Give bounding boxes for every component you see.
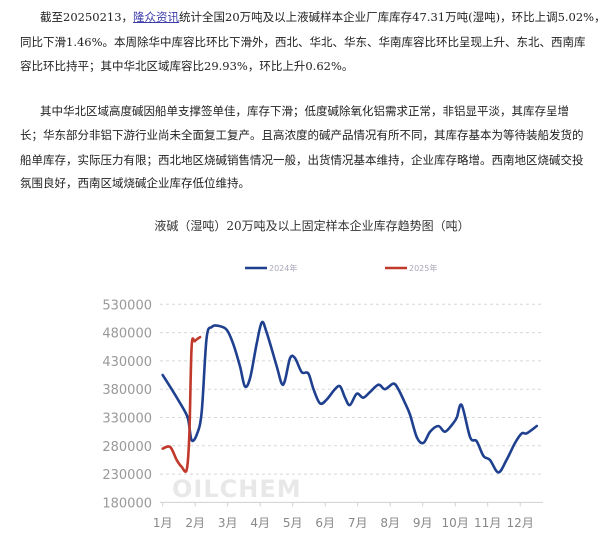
x-tick-label: 10月 bbox=[442, 516, 469, 530]
legend-label: 2025年 bbox=[409, 263, 437, 273]
text: 截至20250213， bbox=[40, 10, 134, 24]
text: 统计全国20万吨及以上液碱样本企业厂库库存47.31万吨(湿吨)，环比上调5.0… bbox=[179, 10, 600, 24]
x-tick-label: 8月 bbox=[380, 516, 400, 530]
y-tick-label: 530000 bbox=[102, 298, 152, 313]
x-tick-label: 2月 bbox=[185, 516, 205, 530]
article-line: 船单库存，实际压力有限；西北地区烧碱销售情况一般，出货情况基本维持，企业库存略增… bbox=[20, 153, 584, 167]
article-line: 截至20250213，隆众资讯统计全国20万吨及以上液碱样本企业厂库库存47.3… bbox=[40, 10, 600, 25]
article-line: 长；华东部分非铝下游行业尚未全面复工复产。且高浓度的碱产品情况有所不同，其库存基… bbox=[20, 128, 584, 142]
y-tick-label: 330000 bbox=[102, 412, 152, 427]
x-tick-label: 3月 bbox=[218, 516, 238, 530]
y-tick-label: 380000 bbox=[102, 383, 152, 398]
series-line-2024年 bbox=[161, 320, 539, 474]
series-line-2025年 bbox=[161, 335, 202, 473]
y-tick-label: 230000 bbox=[102, 468, 152, 483]
article-line: 其中华北区域高度碱因船单支撑签单佳，库存下滑；低度碱除氧化铝需求正常，非铝显平淡… bbox=[40, 104, 569, 118]
y-tick-label: 430000 bbox=[102, 355, 152, 370]
x-tick-label: 9月 bbox=[413, 516, 433, 530]
watermark-logo: OILCHEM bbox=[172, 475, 302, 503]
article-line: 氛围良好，西南区域烧碱企业库存低位维持。 bbox=[20, 176, 250, 190]
legend-label: 2024年 bbox=[269, 263, 297, 273]
x-tick-label: 12月 bbox=[507, 516, 534, 530]
x-tick-label: 1月 bbox=[153, 516, 173, 530]
x-tick-label: 6月 bbox=[315, 516, 335, 530]
article-line: 同比下滑1.46%。本周除华中库容比环比下滑外，西北、华北、华东、华南库容比环比… bbox=[20, 35, 586, 49]
source-link[interactable]: 隆众资讯 bbox=[133, 10, 180, 24]
y-tick-label: 280000 bbox=[102, 440, 152, 455]
x-tick-label: 7月 bbox=[348, 516, 368, 530]
y-tick-label: 480000 bbox=[102, 327, 152, 342]
article-line: 容比环比持平；其中华北区域库容比29.93%，环比上升0.62%。 bbox=[20, 59, 354, 73]
x-tick-label: 4月 bbox=[250, 516, 270, 530]
chart-title: 液碱（湿吨）20万吨及以上固定样本企业库存趋势图（吨） bbox=[154, 219, 470, 233]
x-tick-label: 5月 bbox=[283, 516, 303, 530]
y-tick-label: 180000 bbox=[102, 496, 152, 511]
x-tick-label: 11月 bbox=[474, 516, 501, 530]
